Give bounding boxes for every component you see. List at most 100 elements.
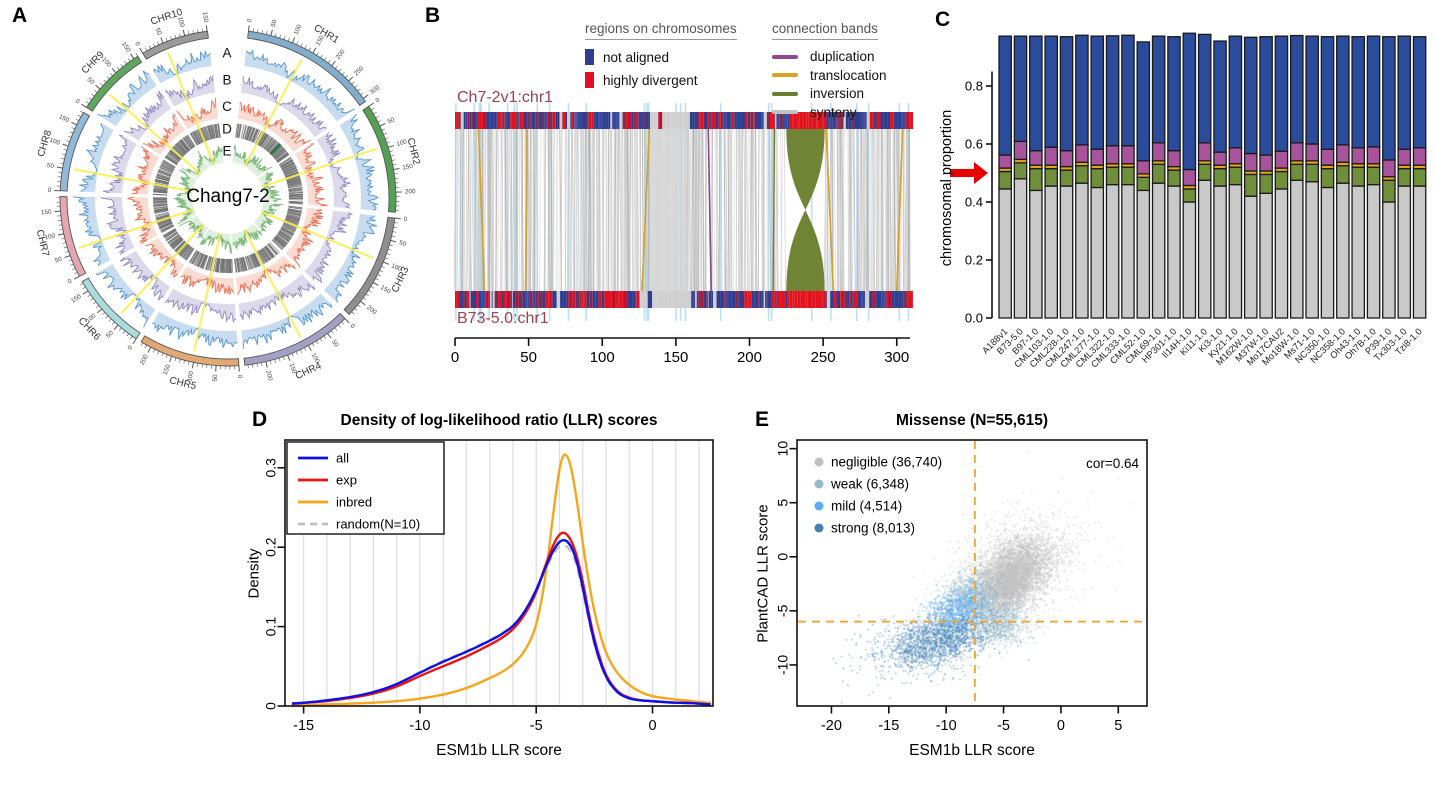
- legend-swatch: [772, 110, 798, 114]
- panel-e-scatter: E Missense (N=55,615) ESM1b LLR score Pl…: [745, 400, 1215, 804]
- svg-text:100: 100: [390, 262, 403, 273]
- bar-CML103-1.0: [1044, 35, 1059, 319]
- circos-plot-svg: 0 50100150200250300CHR1050100150200CHR205…: [34, 7, 422, 393]
- barchart-y-axis-label: chromosomal proportion: [939, 109, 955, 267]
- synteny-bottom-chromosome-label: B73-5.0:chr1: [457, 310, 549, 327]
- scatter-legend: negligible (36,740) weak (6,348) mild (4,5…: [814, 455, 942, 536]
- panel-c-letter: C: [935, 8, 951, 31]
- bar-M162W-1.0: [1243, 36, 1258, 319]
- svg-text:50: 50: [212, 374, 220, 382]
- circos-track-E: [173, 144, 284, 254]
- density-chart-title: Density of log-likelihood ratio (LLR) sc…: [340, 412, 658, 429]
- svg-text:5: 5: [775, 499, 791, 507]
- scatter-plot-svg: -20 -15 -10 -5 0 5 -10 -5 0 5 10 negligible (36,740…: [775, 439, 1148, 734]
- svg-text:0: 0: [451, 349, 459, 366]
- svg-text:250: 250: [353, 65, 366, 78]
- density-plot-svg: -15 -10 -5 0 0 0.1 0.2 0.3 all exp inbred random(N=…: [263, 439, 714, 734]
- barchart-y-axis: 0.0 0.2 0.4 0.6 0.8: [965, 71, 993, 326]
- bar-CML333-1.0: [1121, 34, 1135, 319]
- svg-text:200: 200: [335, 48, 347, 61]
- svg-text:-10: -10: [775, 655, 791, 675]
- circos-track-B: [100, 74, 354, 324]
- circos-track-label-D: D: [222, 122, 232, 137]
- svg-text:0.6: 0.6: [965, 137, 983, 152]
- legend-connection-bands: connection bands duplication translocatio…: [772, 20, 887, 123]
- inversion-line: [772, 128, 776, 292]
- svg-text:-5: -5: [530, 718, 543, 734]
- legend-swatch: [772, 91, 798, 96]
- svg-text:0: 0: [246, 18, 253, 23]
- correlation-annotation: cor=0.64: [1086, 456, 1139, 471]
- synteny-plot-svg: 0 50 100 150 200 250 300: [451, 103, 914, 366]
- svg-text:0: 0: [67, 277, 74, 285]
- legend-regions-title: regions on chromosomes: [585, 21, 737, 40]
- bar-Mo17CAU2: [1274, 35, 1289, 319]
- red-arrow-marker: [950, 162, 988, 184]
- panel-c-stacked-bars: C chromosomal proportion 0.0 0.2 0.4 0.6 0.8…: [930, 0, 1435, 400]
- legend-swatch: [772, 73, 798, 77]
- svg-text:150: 150: [201, 12, 209, 24]
- density-legend-label: random(N=10): [336, 517, 420, 532]
- svg-text:-10: -10: [409, 718, 430, 734]
- circos-track-C: [126, 97, 328, 296]
- panel-a-letter: A: [12, 4, 28, 27]
- legend-label: not aligned: [603, 49, 670, 65]
- centromere-lines: [73, 52, 378, 352]
- density-line-inbred: [291, 453, 711, 708]
- synteny-ribbon-lines: [453, 128, 911, 292]
- chromosome-arc-CHR7: [59, 196, 87, 278]
- duplication-line: [707, 128, 713, 292]
- chromosome-arc-CHR8: [59, 111, 91, 192]
- svg-text:50: 50: [105, 329, 115, 339]
- svg-text:150: 150: [663, 349, 688, 366]
- svg-text:200: 200: [365, 304, 378, 316]
- svg-text:150: 150: [379, 284, 392, 296]
- svg-text:0: 0: [1057, 718, 1065, 734]
- chromosome-arc-CHR4: [243, 312, 346, 366]
- reference-chromosome-bar: [455, 291, 913, 308]
- panel-d-density: D Density of log-likelihood ratio (LLR) …: [240, 400, 750, 804]
- svg-text:50: 50: [46, 162, 55, 170]
- circos-track-A: [72, 49, 379, 349]
- svg-text:-10: -10: [936, 718, 957, 734]
- legend-label: duplication: [810, 49, 875, 64]
- panel-e-letter: E: [755, 408, 770, 431]
- bar-Ki3-1.0: [1213, 40, 1227, 319]
- legend-label: inversion: [810, 86, 865, 101]
- bar-CML69-1.0: [1151, 35, 1166, 319]
- bar-CML277-1.0: [1090, 35, 1105, 319]
- scatter-legend-label: mild (4,514): [831, 499, 902, 514]
- svg-text:150: 150: [41, 209, 53, 217]
- legend-bands-title: connection bands: [772, 21, 878, 40]
- panel-a-circos: A 0 50 100 150 200 250 300 CHR1 0 50 100 150 200 CHR2…: [0, 0, 455, 400]
- svg-text:5: 5: [1114, 718, 1122, 734]
- circos-track-label-A: A: [222, 46, 231, 61]
- svg-text:50: 50: [398, 239, 407, 248]
- bar-M37W-1.0: [1259, 36, 1273, 319]
- legend-regions-on-chromosomes: regions on chromosomes not aligned highly…: [585, 20, 737, 95]
- legend-item-highly-divergent: highly divergent: [585, 72, 737, 88]
- panel-d-letter: D: [252, 408, 268, 431]
- legend-item-not-aligned: not aligned: [585, 49, 737, 65]
- svg-text:0: 0: [403, 216, 408, 223]
- circos-track-label-E: E: [222, 144, 231, 159]
- scatter-y-axis-label: PlantCAD LLR score: [754, 504, 772, 643]
- svg-text:100: 100: [293, 23, 304, 36]
- svg-text:300: 300: [884, 349, 909, 366]
- svg-text:150: 150: [120, 41, 132, 54]
- svg-text:0: 0: [127, 344, 135, 351]
- bar-NC350-1.0: [1320, 36, 1335, 319]
- legend-item-translocation: translocation: [772, 68, 887, 83]
- legend-label: synteny: [810, 104, 857, 120]
- translocation-line: [825, 128, 835, 292]
- svg-text:0.8: 0.8: [965, 79, 983, 94]
- bar-CML247-1.0: [1075, 34, 1089, 319]
- density-line-all: [291, 538, 711, 706]
- scatter-chart-title: Missense (N=55,615): [895, 412, 1049, 429]
- svg-text:0.2: 0.2: [965, 253, 983, 268]
- svg-text:0.2: 0.2: [263, 537, 279, 557]
- svg-text:0: 0: [263, 702, 279, 710]
- circos-track-D: [152, 123, 304, 274]
- circos-track-label-B: B: [222, 73, 231, 88]
- legend-label: highly divergent: [603, 72, 698, 88]
